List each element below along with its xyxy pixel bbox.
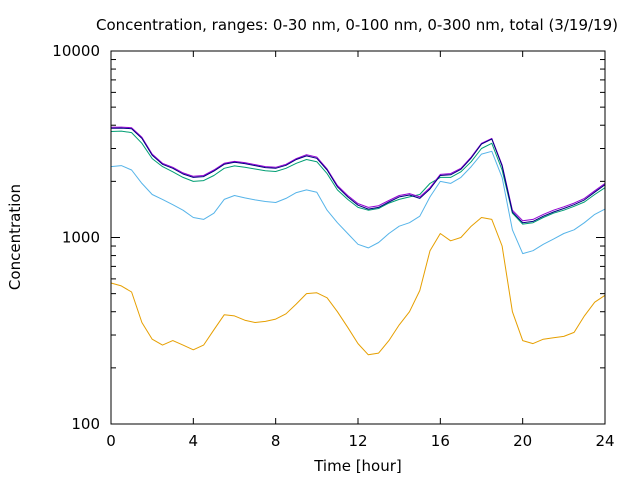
axes: 0 4 8 12 16 20 24 100 1000 10000: [52, 42, 614, 450]
series-line-1: [110, 217, 606, 356]
y-tick-label: 1000: [62, 229, 100, 247]
chart-title: Concentration, ranges: 0-30 nm, 0-100 nm…: [96, 16, 618, 34]
y-tick-label: 100: [71, 415, 100, 433]
series-line-3: [110, 130, 606, 225]
plot-frame: [110, 50, 606, 425]
y-tick-label: 10000: [52, 42, 100, 60]
x-tick-label: 0: [106, 432, 116, 450]
x-tick-label: 20: [513, 432, 532, 450]
y-axis-label: Concentration: [6, 184, 24, 290]
x-tick-label: 16: [431, 432, 450, 450]
x-tick-label: 12: [348, 432, 367, 450]
series-line-4: [110, 126, 606, 222]
series-group: [110, 126, 606, 356]
series-line-5: [110, 127, 606, 224]
x-tick-label: 8: [271, 432, 281, 450]
x-tick-label: 24: [595, 432, 614, 450]
series-line-2: [110, 150, 606, 255]
x-tick-label: 4: [189, 432, 199, 450]
x-axis-label: Time [hour]: [313, 457, 402, 475]
